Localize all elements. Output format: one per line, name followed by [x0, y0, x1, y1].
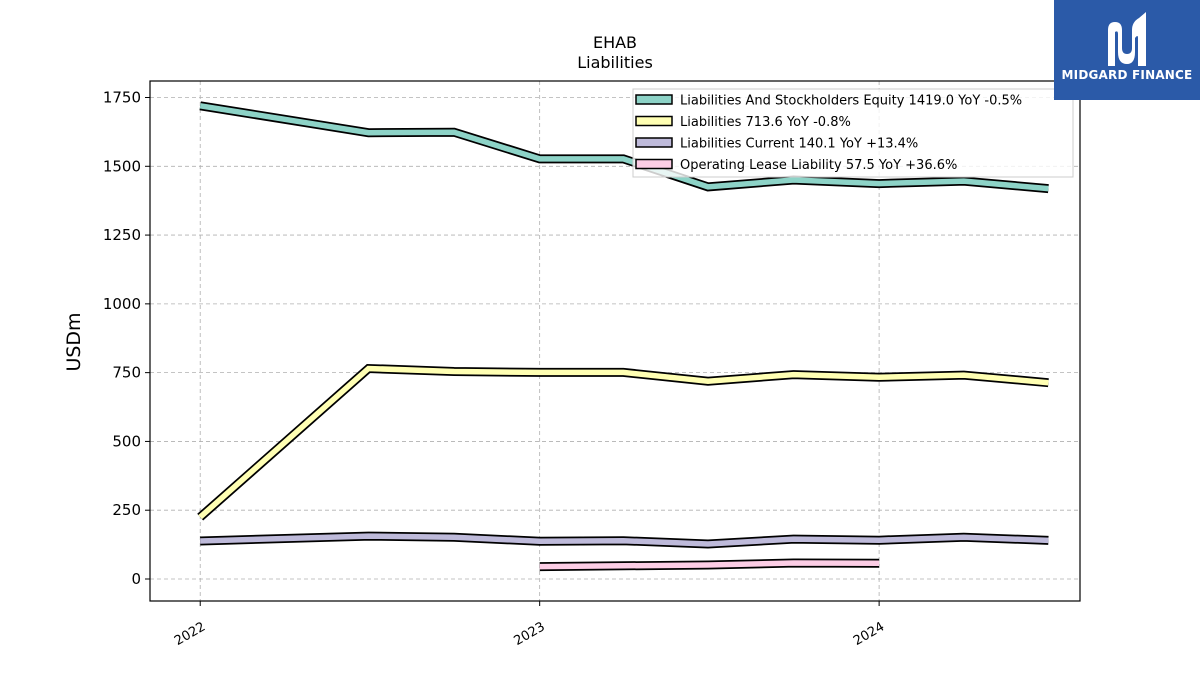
- y-tick-label: 0: [131, 570, 141, 588]
- legend-label: Liabilities And Stockholders Equity 1419…: [680, 94, 1022, 109]
- legend-swatch: [635, 94, 673, 105]
- y-axis-label: USDm: [63, 312, 85, 371]
- x-tick-label: 2022: [172, 619, 208, 649]
- x-axis: 2022 2023 2024: [172, 601, 887, 649]
- legend-label: Liabilities Current 140.1 YoY +13.4%: [680, 137, 918, 152]
- chart-title: EHAB: [593, 33, 637, 52]
- legend-swatch: [635, 115, 673, 127]
- y-tick-label: 1500: [103, 157, 141, 175]
- y-tick-label: 1250: [103, 226, 141, 244]
- legend-label: Operating Lease Liability 57.5 YoY +36.6…: [680, 158, 957, 173]
- y-axis: 0 250 500 750 1000 1250 1500 1750: [103, 89, 150, 588]
- y-tick-label: 250: [112, 501, 141, 519]
- legend-box: [632, 88, 1074, 178]
- series-line: [200, 533, 1049, 547]
- midgard-finance-logo: MIDGARD FINANCE: [1054, 0, 1200, 100]
- y-tick-label: 1000: [103, 295, 141, 313]
- series-lines: [197, 101, 1049, 572]
- logo-text: MIDGARD FINANCE: [1061, 68, 1193, 82]
- x-tick-label: 2024: [851, 619, 887, 649]
- series-3: [200, 531, 1049, 549]
- legend: Liabilities And Stockholders Equity 1419…: [632, 88, 1074, 178]
- series-4: [539, 558, 880, 572]
- y-tick-label: 750: [112, 364, 141, 382]
- chart-subtitle: Liabilities: [577, 53, 653, 72]
- logo-mark-icon: [1108, 12, 1146, 66]
- y-tick-label: 500: [112, 432, 141, 450]
- x-tick-label: 2023: [512, 619, 548, 649]
- legend-label: Liabilities 713.6 YoY -0.8%: [680, 115, 851, 130]
- y-tick-label: 1750: [103, 89, 141, 107]
- legend-swatch: [635, 158, 673, 170]
- legend-swatch: [635, 137, 673, 148]
- plot-frame: [149, 80, 1081, 602]
- series-line: [539, 560, 880, 570]
- series-line: [198, 365, 1049, 520]
- series-line-outline: [197, 363, 1049, 521]
- series-2: [197, 363, 1049, 521]
